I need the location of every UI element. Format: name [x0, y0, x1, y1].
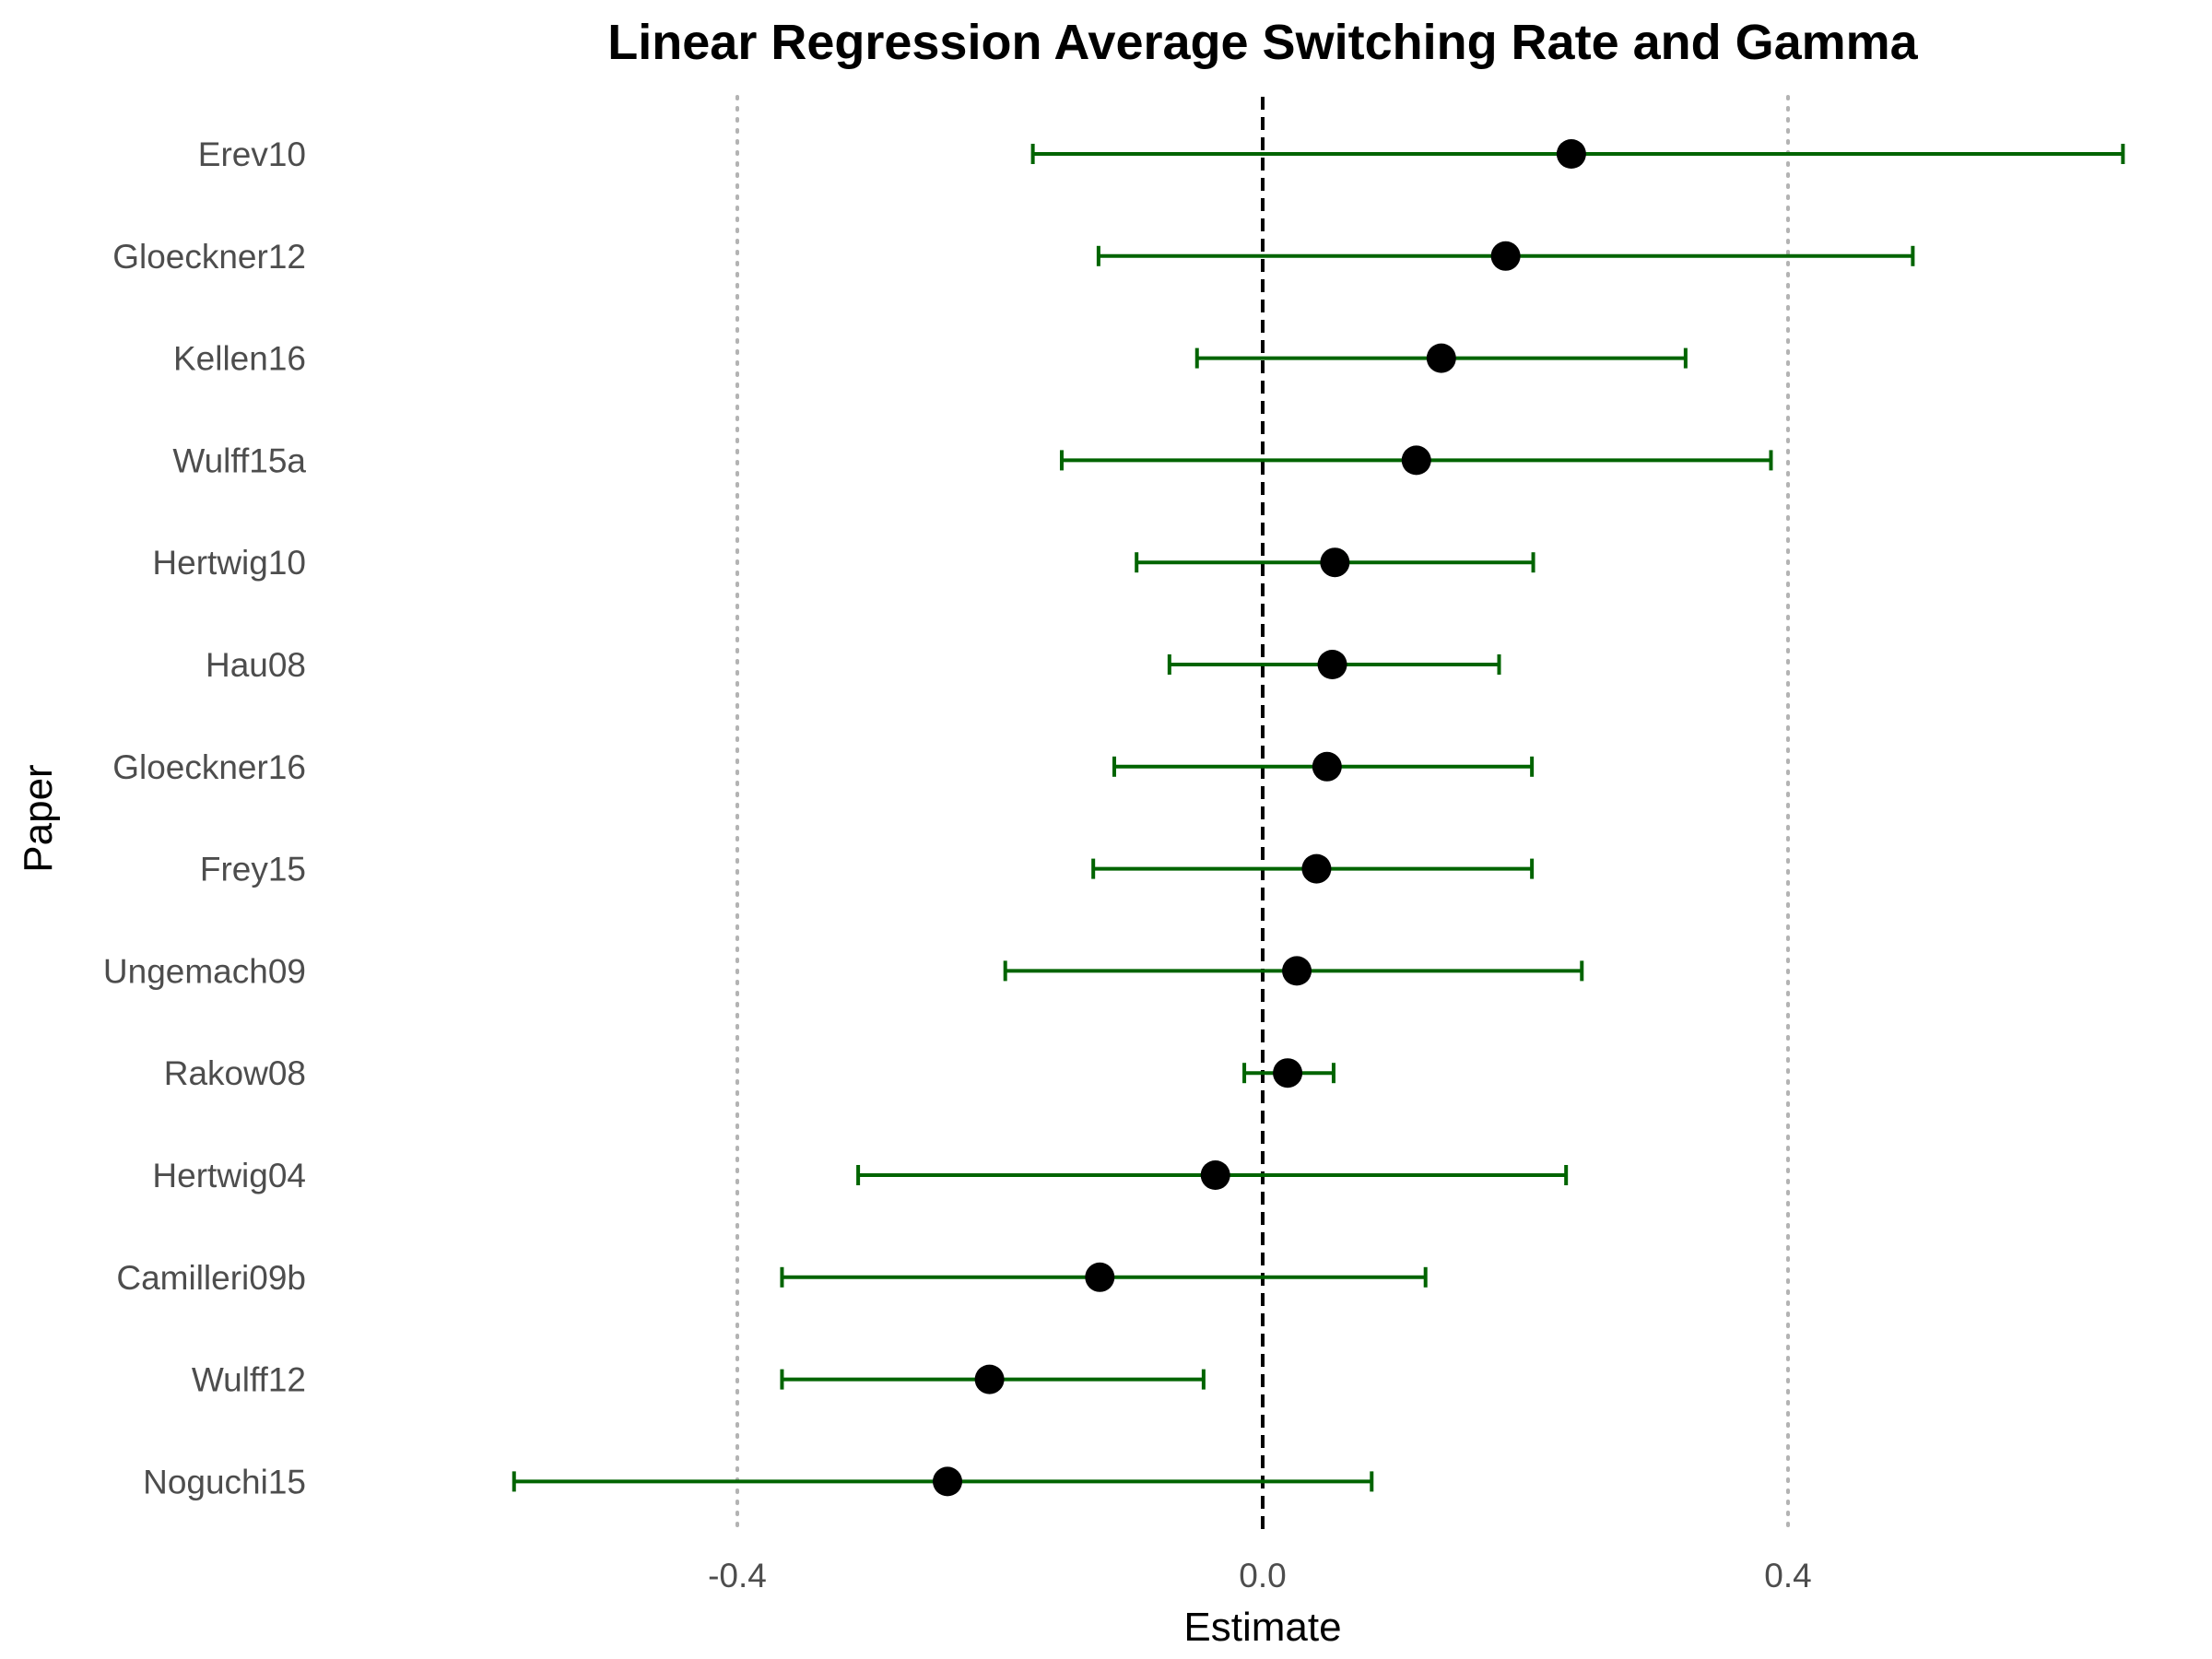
y-tick-label-Rakow08: Rakow08: [164, 1054, 306, 1092]
reference-lines: [735, 95, 1790, 1536]
x-axis-label: Estimate: [1183, 1605, 1341, 1650]
y-tick-label-Camilleri09b: Camilleri09b: [116, 1259, 306, 1297]
point-Kellen16: [1426, 343, 1456, 373]
y-tick-label-Gloeckner16: Gloeckner16: [112, 748, 306, 786]
y-tick-label-Hertwig04: Hertwig04: [152, 1157, 306, 1194]
point-Wulff15a: [1401, 445, 1431, 476]
x-axis-tick-labels: -0.4 0.0 0.4: [708, 1557, 1812, 1594]
y-tick-label-Wulff12: Wulff12: [192, 1361, 306, 1399]
point-Wulff12: [974, 1364, 1005, 1394]
y-tick-label-Noguchi15: Noguchi15: [143, 1463, 306, 1500]
y-tick-label-Erev10: Erev10: [198, 135, 306, 173]
y-tick-label-Ungemach09: Ungemach09: [103, 952, 306, 990]
y-axis-tick-labels: Erev10 Gloeckner12 Kellen16 Wulff15a Hertwig…: [103, 135, 307, 1500]
y-tick-label-Frey15: Frey15: [200, 851, 306, 888]
point-Ungemach09: [1282, 956, 1312, 986]
point-Gloeckner12: [1490, 241, 1521, 271]
point-Rakow08: [1273, 1058, 1303, 1088]
chart-title: Linear Regression Average Switching Rate…: [607, 15, 1918, 70]
y-tick-label-Kellen16: Kellen16: [173, 340, 306, 378]
point-Hertwig10: [1320, 547, 1350, 578]
x-tick-label-1: 0.0: [1239, 1557, 1286, 1594]
y-axis-label: Paper: [16, 764, 61, 872]
point-Gloeckner16: [1312, 751, 1342, 782]
x-tick-label-2: 0.4: [1764, 1557, 1811, 1594]
point-Hertwig04: [1200, 1160, 1230, 1190]
estimate-points: [933, 139, 1586, 1497]
point-Frey15: [1301, 853, 1332, 884]
y-tick-label-Hau08: Hau08: [206, 646, 306, 684]
y-tick-label-Wulff15a: Wulff15a: [172, 441, 306, 479]
point-Hau08: [1317, 650, 1347, 679]
x-tick-label-0: -0.4: [708, 1557, 767, 1594]
point-Camilleri09b: [1085, 1262, 1115, 1292]
point-Noguchi15: [933, 1466, 962, 1497]
error-bars: [512, 144, 2125, 1492]
point-Erev10: [1556, 139, 1586, 169]
y-tick-label-Gloeckner12: Gloeckner12: [112, 238, 306, 276]
y-tick-label-Hertwig10: Hertwig10: [152, 544, 306, 582]
